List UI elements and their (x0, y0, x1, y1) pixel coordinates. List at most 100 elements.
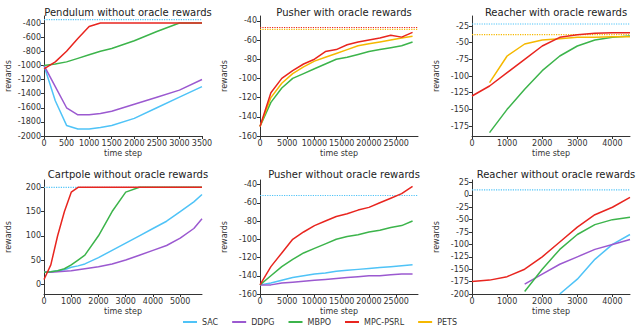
svg-text:SAC: SAC (202, 318, 219, 327)
svg-text:-150: -150 (451, 265, 469, 274)
svg-text:MPC-PSRL: MPC-PSRL (364, 318, 405, 327)
svg-text:2000: 2000 (124, 139, 144, 148)
svg-text:2500: 2500 (147, 139, 167, 148)
svg-text:time step: time step (104, 149, 142, 158)
svg-text:0: 0 (469, 139, 474, 148)
svg-text:2000: 2000 (532, 139, 552, 148)
svg-text:-80: -80 (244, 217, 257, 226)
svg-text:-120: -120 (239, 93, 257, 102)
svg-text:3500: 3500 (192, 139, 212, 148)
svg-text:Pusher with oracle rewards: Pusher with oracle rewards (276, 7, 411, 18)
svg-text:time step: time step (320, 307, 358, 316)
svg-text:1000: 1000 (497, 139, 517, 148)
svg-text:25000: 25000 (383, 297, 408, 306)
svg-text:0: 0 (41, 139, 46, 148)
svg-text:-75: -75 (456, 55, 469, 64)
svg-text:2000: 2000 (532, 297, 552, 306)
svg-text:1000: 1000 (79, 139, 99, 148)
svg-text:50: 50 (31, 256, 41, 265)
svg-text:-40: -40 (244, 180, 257, 189)
svg-text:time step: time step (320, 149, 358, 158)
svg-text:-120: -120 (239, 253, 257, 262)
svg-text:Pusher without oracle rewards: Pusher without oracle rewards (268, 169, 420, 180)
svg-text:Reacher with oracle rewards: Reacher with oracle rewards (485, 7, 627, 18)
svg-text:100: 100 (26, 231, 41, 240)
svg-text:0: 0 (464, 190, 469, 199)
svg-text:-40: -40 (244, 16, 257, 25)
svg-text:-125: -125 (451, 88, 469, 97)
svg-text:-600: -600 (23, 33, 41, 42)
svg-text:-125: -125 (451, 252, 469, 261)
svg-text:4000: 4000 (143, 297, 163, 306)
svg-text:0: 0 (41, 297, 46, 306)
svg-text:25000: 25000 (383, 139, 408, 148)
svg-text:200: 200 (26, 183, 41, 192)
svg-text:-1600: -1600 (18, 103, 41, 112)
svg-text:-140: -140 (239, 271, 257, 280)
svg-text:-2000: -2000 (18, 132, 41, 141)
svg-text:-25: -25 (456, 203, 469, 212)
svg-text:-400: -400 (23, 19, 41, 28)
svg-text:rewards: rewards (220, 60, 229, 92)
svg-text:20000: 20000 (356, 139, 381, 148)
svg-text:DDPG: DDPG (251, 318, 274, 327)
svg-text:3000: 3000 (169, 139, 189, 148)
svg-text:-25: -25 (456, 22, 469, 31)
svg-text:MBPO: MBPO (308, 318, 332, 327)
svg-text:-100: -100 (451, 240, 469, 249)
svg-text:time step: time step (104, 307, 142, 316)
svg-text:25: 25 (459, 178, 469, 187)
svg-text:rewards: rewards (432, 60, 441, 92)
svg-text:500: 500 (59, 139, 74, 148)
svg-text:-75: -75 (456, 228, 469, 237)
svg-text:Reacher without oracle rewards: Reacher without oracle rewards (477, 169, 636, 180)
svg-text:time step: time step (532, 307, 570, 316)
svg-text:-60: -60 (244, 198, 257, 207)
svg-text:-1400: -1400 (18, 89, 41, 98)
svg-text:5000: 5000 (277, 139, 297, 148)
svg-text:rewards: rewards (4, 60, 13, 92)
svg-text:0: 0 (257, 297, 262, 306)
svg-text:-800: -800 (23, 47, 41, 56)
svg-text:-175: -175 (451, 122, 469, 131)
svg-text:3000: 3000 (116, 297, 136, 306)
svg-text:rewards: rewards (220, 221, 229, 253)
svg-text:-1000: -1000 (18, 61, 41, 70)
svg-text:15000: 15000 (329, 297, 354, 306)
svg-text:10000: 10000 (302, 139, 327, 148)
svg-text:1000: 1000 (61, 297, 81, 306)
svg-text:-160: -160 (239, 290, 257, 299)
svg-text:-100: -100 (239, 74, 257, 83)
svg-text:4000: 4000 (602, 139, 622, 148)
svg-text:-160: -160 (239, 132, 257, 141)
svg-text:1000: 1000 (497, 297, 517, 306)
svg-text:PETS: PETS (437, 318, 457, 327)
svg-text:2000: 2000 (88, 297, 108, 306)
svg-text:4000: 4000 (602, 297, 622, 306)
svg-text:0: 0 (257, 139, 262, 148)
svg-text:-175: -175 (451, 277, 469, 286)
svg-text:-150: -150 (451, 105, 469, 114)
svg-text:Pendulum without oracle reward: Pendulum without oracle rewards (44, 7, 211, 18)
svg-text:3000: 3000 (567, 139, 587, 148)
svg-text:-200: -200 (451, 290, 469, 299)
svg-text:-50: -50 (456, 215, 469, 224)
svg-text:10000: 10000 (302, 297, 327, 306)
svg-text:-50: -50 (456, 38, 469, 47)
svg-text:rewards: rewards (432, 221, 441, 253)
svg-text:150: 150 (26, 207, 41, 216)
svg-text:-100: -100 (451, 72, 469, 81)
svg-text:rewards: rewards (4, 221, 13, 253)
svg-text:-100: -100 (239, 235, 257, 244)
svg-text:15000: 15000 (329, 139, 354, 148)
svg-text:5000: 5000 (170, 297, 190, 306)
svg-text:Cartpole without oracle reward: Cartpole without oracle rewards (48, 169, 208, 180)
svg-text:20000: 20000 (356, 297, 381, 306)
svg-text:-1200: -1200 (18, 75, 41, 84)
svg-text:0: 0 (469, 297, 474, 306)
svg-text:-140: -140 (239, 112, 257, 121)
svg-text:3000: 3000 (567, 297, 587, 306)
svg-text:-1800: -1800 (18, 117, 41, 126)
svg-text:0: 0 (36, 280, 41, 289)
svg-text:time step: time step (532, 149, 570, 158)
